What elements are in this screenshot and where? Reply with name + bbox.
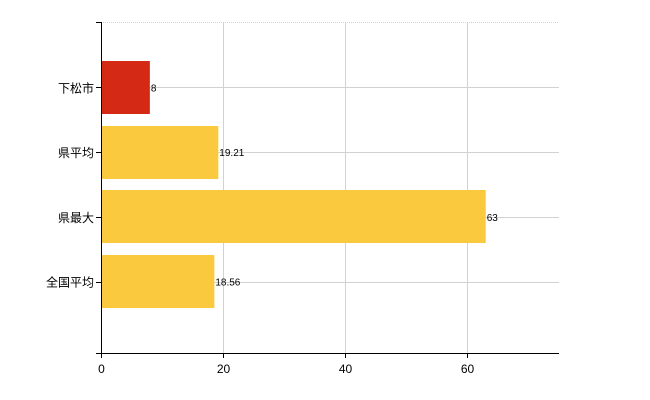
- data-label-1: 19.21: [219, 148, 244, 159]
- category-label-3: 全国平均: [46, 275, 94, 290]
- category-label-1: 県平均: [58, 146, 94, 160]
- category-label-2: 県最大: [58, 211, 94, 225]
- x-tick-label-0: 0: [98, 362, 105, 376]
- data-label-0: 8: [151, 83, 157, 94]
- bar-1: [101, 126, 219, 179]
- bar-2: [101, 190, 486, 243]
- bar-3: [101, 255, 215, 308]
- category-label-0: 下松市: [58, 80, 94, 95]
- x-tick-label-2: 40: [339, 362, 353, 376]
- bar-0: [101, 61, 150, 114]
- labels: 8 下松市 19.21 県平均 63 県最大 18.56 全国平均 0 20 40 60: [46, 80, 498, 376]
- data-label-2: 63: [487, 213, 499, 224]
- axes: [96, 22, 559, 358]
- x-tick-label-3: 60: [461, 362, 475, 376]
- bars: [101, 61, 486, 308]
- x-tick-label-1: 20: [217, 362, 231, 376]
- data-label-3: 18.56: [215, 278, 240, 289]
